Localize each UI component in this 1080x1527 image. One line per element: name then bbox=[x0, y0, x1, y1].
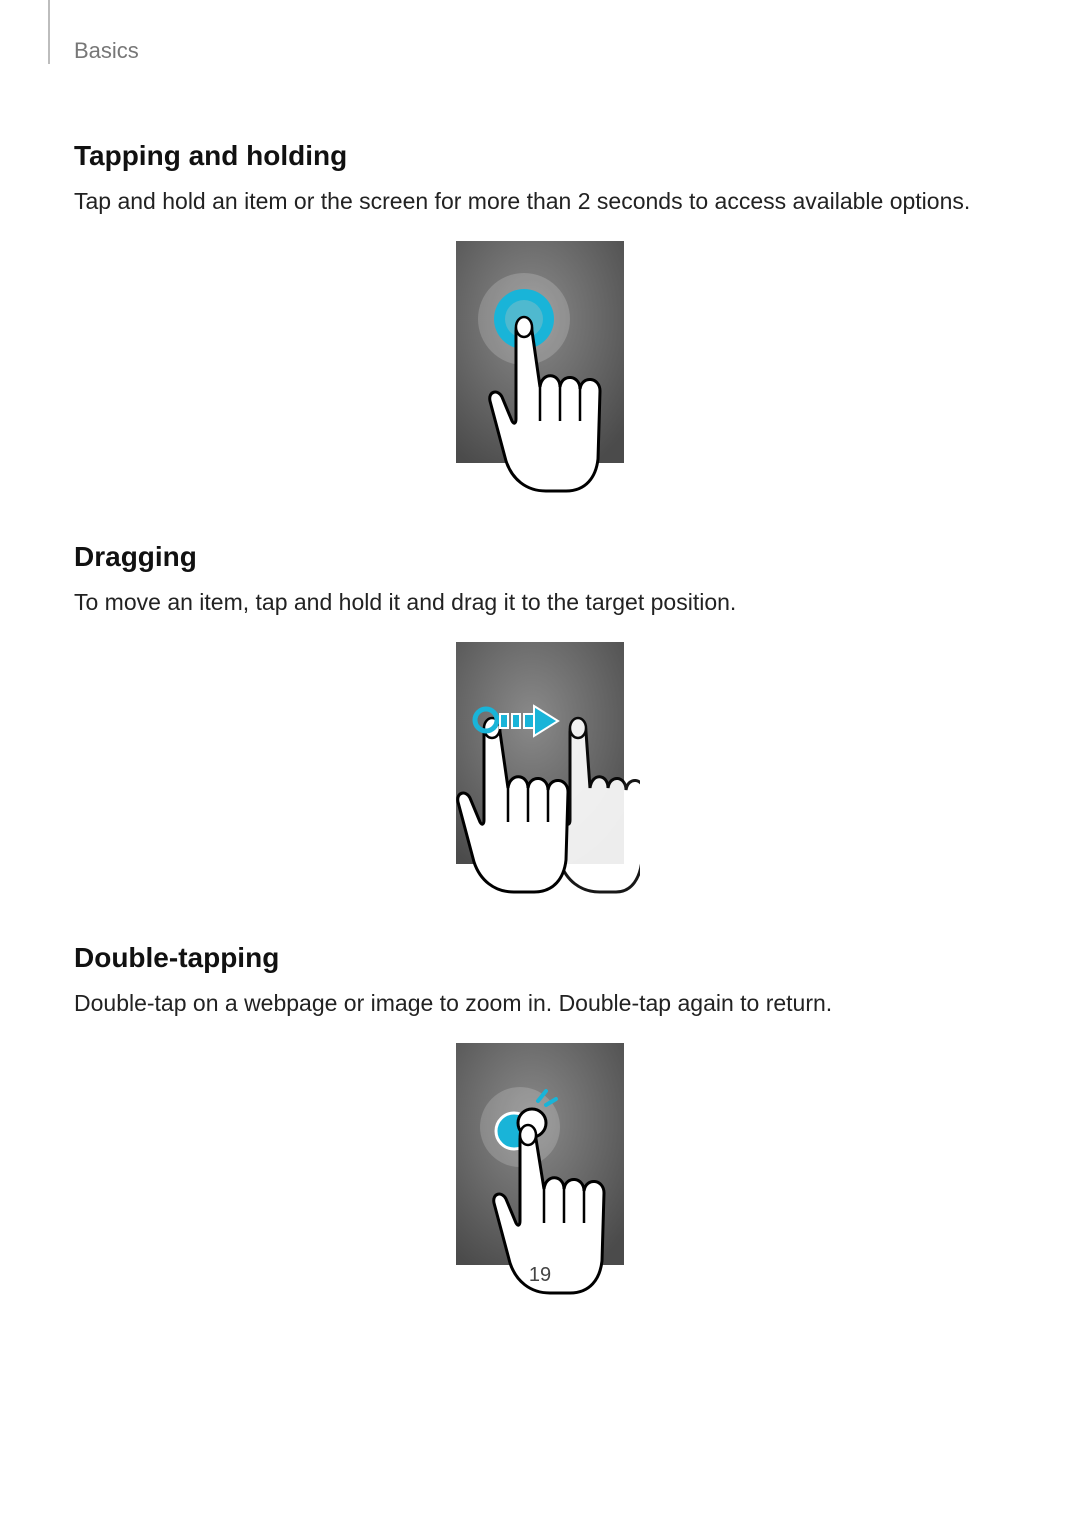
header-vertical-rule bbox=[48, 0, 50, 64]
tap-hold-illustration-icon bbox=[456, 241, 624, 495]
double-tap-illustration-icon bbox=[456, 1043, 624, 1297]
content: Tapping and holding Tap and hold an item… bbox=[0, 40, 1080, 1297]
figure-double-tap bbox=[74, 1043, 1006, 1297]
section-double-tapping: Double-tapping Double-tap on a webpage o… bbox=[74, 942, 1006, 1297]
section-body: To move an item, tap and hold it and dra… bbox=[74, 587, 1006, 618]
section-body: Tap and hold an item or the screen for m… bbox=[74, 186, 1006, 217]
section-tapping-and-holding: Tapping and holding Tap and hold an item… bbox=[74, 140, 1006, 495]
section-dragging: Dragging To move an item, tap and hold i… bbox=[74, 541, 1006, 896]
section-body: Double-tap on a webpage or image to zoom… bbox=[74, 988, 1006, 1019]
page-number: 19 bbox=[529, 1264, 551, 1287]
figure-dragging bbox=[74, 642, 1006, 896]
section-title: Tapping and holding bbox=[74, 140, 1006, 172]
section-title: Dragging bbox=[74, 541, 1006, 573]
breadcrumb: Basics bbox=[74, 38, 139, 64]
figure-tap-hold bbox=[74, 241, 1006, 495]
dragging-illustration-icon bbox=[440, 642, 640, 896]
section-title: Double-tapping bbox=[74, 942, 1006, 974]
page: Basics Tapping and holding Tap and hold … bbox=[0, 0, 1080, 1527]
